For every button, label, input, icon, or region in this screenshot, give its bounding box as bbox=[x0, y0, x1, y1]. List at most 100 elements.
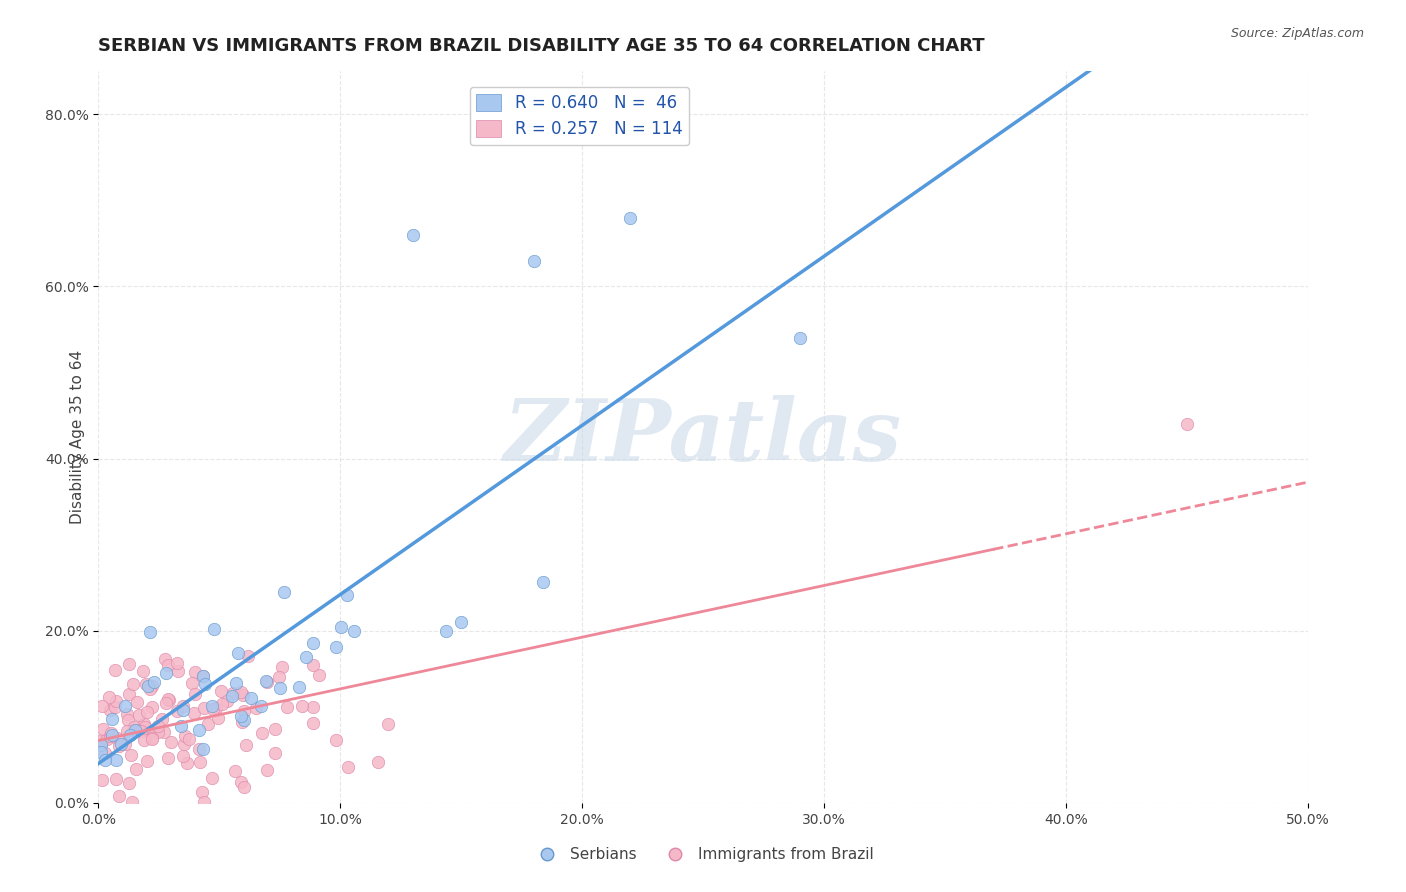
Point bbox=[121, 677, 143, 691]
Point bbox=[224, 764, 246, 778]
Point bbox=[188, 755, 211, 769]
Point bbox=[96, 732, 118, 747]
Point bbox=[302, 657, 325, 672]
Point bbox=[101, 728, 124, 742]
Point bbox=[104, 772, 127, 787]
Point bbox=[343, 624, 366, 638]
Point bbox=[194, 677, 217, 691]
Point bbox=[211, 697, 233, 711]
Point bbox=[221, 689, 243, 703]
Point bbox=[207, 711, 229, 725]
Point bbox=[172, 748, 194, 763]
Point bbox=[377, 716, 399, 731]
Point bbox=[125, 695, 148, 709]
Point bbox=[236, 649, 259, 664]
Point bbox=[245, 700, 267, 714]
Point bbox=[128, 708, 150, 723]
Point bbox=[104, 699, 127, 714]
Point bbox=[91, 772, 114, 787]
Point bbox=[157, 691, 180, 706]
Point bbox=[205, 701, 228, 715]
Point bbox=[90, 698, 112, 713]
Point bbox=[523, 253, 546, 268]
Point bbox=[229, 775, 252, 789]
Point bbox=[215, 694, 238, 708]
Point bbox=[94, 746, 117, 760]
Point bbox=[118, 776, 141, 790]
Point bbox=[264, 722, 287, 736]
Point bbox=[104, 753, 127, 767]
Point bbox=[301, 716, 323, 731]
Point bbox=[127, 723, 149, 737]
Point bbox=[267, 671, 290, 685]
Point bbox=[100, 726, 122, 740]
Point bbox=[141, 680, 163, 694]
Point bbox=[143, 675, 166, 690]
Point bbox=[225, 676, 247, 690]
Y-axis label: Disability Age 35 to 64: Disability Age 35 to 64 bbox=[69, 350, 84, 524]
Point bbox=[273, 585, 295, 599]
Point bbox=[170, 719, 193, 733]
Point bbox=[325, 733, 347, 747]
Point bbox=[174, 729, 197, 743]
Point bbox=[91, 723, 114, 737]
Point bbox=[264, 746, 287, 760]
Point bbox=[155, 696, 177, 710]
Point bbox=[308, 668, 330, 682]
Point bbox=[172, 703, 194, 717]
Point bbox=[150, 713, 173, 727]
Point bbox=[134, 717, 156, 731]
Point bbox=[107, 739, 129, 754]
Point bbox=[231, 685, 253, 699]
Point bbox=[153, 724, 176, 739]
Point bbox=[201, 771, 224, 785]
Point bbox=[250, 725, 273, 739]
Point bbox=[141, 700, 163, 714]
Point bbox=[172, 698, 194, 713]
Point bbox=[402, 227, 425, 242]
Point bbox=[160, 735, 183, 749]
Point bbox=[124, 723, 146, 737]
Point bbox=[271, 660, 294, 674]
Point bbox=[120, 748, 142, 763]
Point bbox=[167, 665, 190, 679]
Point bbox=[146, 719, 169, 733]
Point bbox=[121, 795, 143, 809]
Point bbox=[231, 709, 253, 723]
Point bbox=[256, 764, 278, 778]
Point bbox=[233, 780, 256, 795]
Text: ZIPatlas: ZIPatlas bbox=[503, 395, 903, 479]
Point bbox=[269, 681, 291, 696]
Point bbox=[201, 698, 224, 713]
Point bbox=[176, 756, 198, 771]
Point bbox=[104, 694, 127, 708]
Point bbox=[101, 712, 124, 726]
Point bbox=[450, 615, 472, 630]
Point bbox=[117, 657, 139, 671]
Point bbox=[291, 699, 314, 714]
Point bbox=[156, 657, 179, 672]
Point bbox=[166, 656, 188, 670]
Point bbox=[157, 693, 180, 707]
Point bbox=[250, 699, 273, 714]
Point bbox=[91, 734, 114, 748]
Point bbox=[209, 683, 232, 698]
Point bbox=[98, 690, 121, 704]
Point bbox=[193, 795, 215, 809]
Point bbox=[330, 620, 353, 634]
Point bbox=[191, 669, 214, 683]
Point bbox=[120, 728, 142, 742]
Point bbox=[367, 755, 389, 769]
Point bbox=[337, 760, 360, 774]
Point bbox=[789, 331, 811, 345]
Point bbox=[108, 789, 131, 803]
Point bbox=[183, 706, 205, 721]
Point bbox=[94, 753, 117, 767]
Point bbox=[202, 622, 225, 636]
Point bbox=[232, 704, 254, 718]
Point bbox=[226, 647, 249, 661]
Point bbox=[191, 785, 214, 799]
Point bbox=[114, 698, 136, 713]
Point bbox=[302, 699, 325, 714]
Point bbox=[117, 713, 139, 727]
